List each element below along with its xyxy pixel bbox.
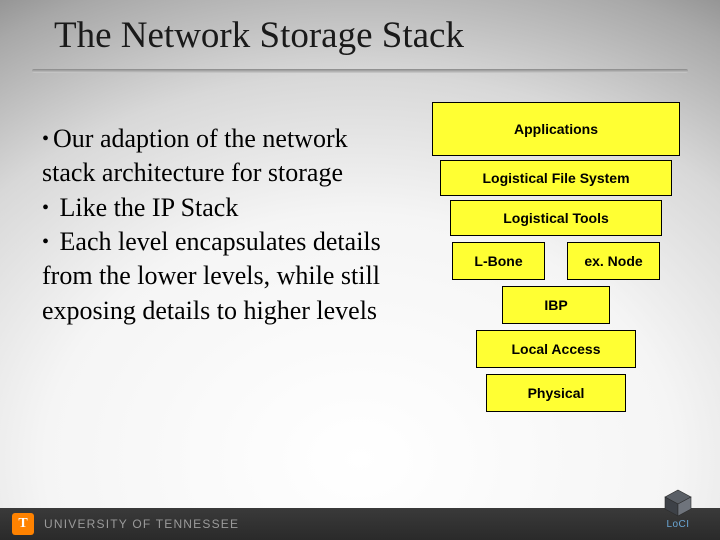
- stack-layer-lfs: Logistical File System: [440, 160, 672, 196]
- stack-layer-ibp: IBP: [502, 286, 610, 324]
- stack-diagram: Applications Logistical File System Logi…: [432, 102, 680, 412]
- loci-label: LoCI: [666, 519, 689, 530]
- stack-layer-lbone: L-Bone: [452, 242, 545, 280]
- title-underline: [32, 69, 688, 73]
- bullet-text: Like the IP Stack: [60, 193, 239, 222]
- body-text: •Our adaption of the network stack archi…: [42, 122, 402, 328]
- bullet-item: • Like the IP Stack: [42, 191, 402, 225]
- stack-layer-physical: Physical: [486, 374, 626, 412]
- stack-layer-tools: Logistical Tools: [450, 200, 662, 236]
- ut-logo-icon: T: [12, 513, 34, 535]
- stack-layer-split: L-Bone ex. Node: [452, 242, 660, 280]
- stack-layer-exnode: ex. Node: [567, 242, 660, 280]
- stack-layer-local-access: Local Access: [476, 330, 636, 368]
- bullet-text: Our adaption of the network stack archit…: [42, 124, 348, 187]
- slide: The Network Storage Stack •Our adaption …: [0, 0, 720, 540]
- stack-layer-applications: Applications: [432, 102, 680, 156]
- bullet-item: • Each level encapsulates details from t…: [42, 225, 402, 328]
- slide-title: The Network Storage Stack: [54, 14, 680, 57]
- loci-logo: LoCI: [650, 482, 706, 530]
- cube-icon: [661, 488, 695, 518]
- university-name: UNIVERSITY OF TENNESSEE: [44, 517, 239, 531]
- bullet-item: •Our adaption of the network stack archi…: [42, 122, 402, 191]
- bullet-text: Each level encapsulates details from the…: [42, 227, 381, 325]
- footer-bar: T UNIVERSITY OF TENNESSEE: [0, 508, 720, 540]
